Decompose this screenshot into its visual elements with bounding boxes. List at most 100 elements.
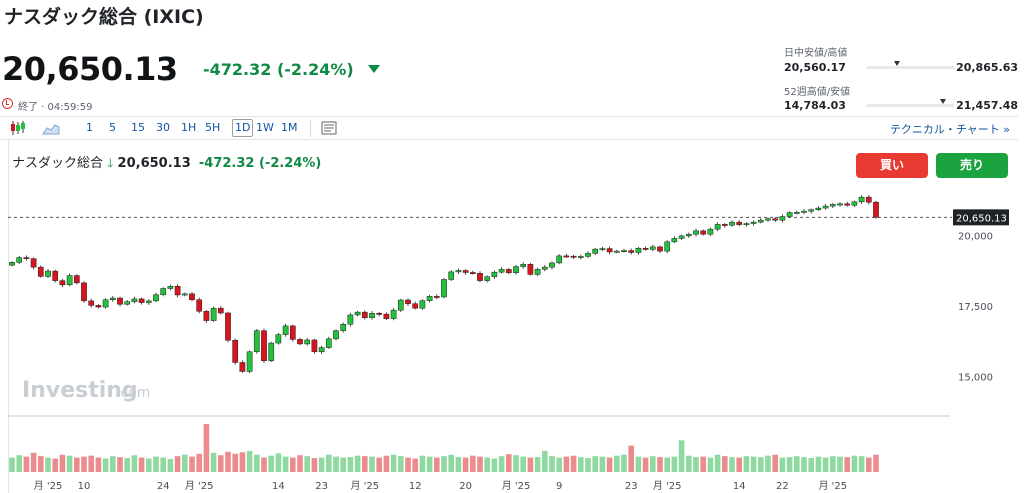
candle	[700, 230, 707, 235]
candle	[707, 228, 714, 235]
candle	[88, 300, 95, 306]
timeframe-1h[interactable]: 1H	[181, 121, 197, 134]
volume-bar	[794, 456, 800, 472]
candle	[340, 323, 347, 331]
timeframe-1w[interactable]: 1W	[256, 121, 274, 134]
candle	[628, 250, 635, 253]
candle	[541, 266, 548, 270]
y-tick-label: 17,500	[958, 302, 993, 313]
candle	[873, 201, 879, 218]
indicator-icon[interactable]	[320, 120, 338, 136]
candle	[174, 286, 181, 296]
clock-icon	[2, 98, 13, 109]
area-chart-icon[interactable]	[42, 120, 60, 136]
volume-bar	[534, 457, 541, 472]
volume-bar	[160, 457, 166, 472]
volume-bar	[52, 458, 58, 472]
timeframe-1m[interactable]: 1M	[281, 121, 298, 134]
timeframe-1[interactable]: 1	[86, 121, 93, 134]
candle	[253, 330, 260, 353]
volume-bar	[261, 457, 267, 472]
candle	[397, 299, 404, 311]
volume-bar	[765, 455, 771, 472]
candle	[743, 223, 750, 225]
volume-bar	[462, 457, 469, 472]
candle	[786, 212, 793, 217]
day-range-label: 日中安値/高値	[784, 48, 848, 59]
x-tick-label: 月 '25	[34, 480, 63, 492]
candle	[448, 271, 455, 280]
x-tick-label: 9	[556, 481, 562, 492]
volume-bar	[592, 456, 598, 472]
volume-bar	[729, 457, 735, 472]
candle	[505, 269, 512, 273]
volume-bar	[801, 457, 807, 472]
volume-bar	[405, 457, 411, 472]
volume-bar	[477, 456, 483, 472]
volume-bar	[16, 455, 22, 472]
timeframe-15[interactable]: 15	[131, 121, 145, 134]
y-tick-label: 20,000	[958, 232, 993, 243]
candle	[693, 230, 699, 235]
volume-bar	[700, 456, 706, 472]
timeframe-30[interactable]: 30	[156, 121, 170, 134]
volume-bar	[426, 456, 433, 472]
candle	[599, 248, 606, 251]
volume-bar	[362, 456, 368, 472]
candle	[102, 299, 109, 308]
x-tick-label: 月 '25	[502, 480, 531, 492]
volume-bar	[498, 456, 505, 472]
candle	[311, 339, 318, 353]
volume-bar	[66, 455, 73, 472]
candle	[131, 298, 138, 302]
candle	[606, 248, 613, 253]
candle	[678, 235, 685, 239]
candle	[23, 257, 30, 260]
timeframe-1d[interactable]: 1D	[232, 119, 254, 137]
volume-bar	[642, 457, 649, 472]
x-tick-label: 月 '25	[653, 480, 682, 492]
timeframe-5h[interactable]: 5H	[205, 121, 221, 134]
volume-bar	[484, 457, 490, 472]
volume-bar	[390, 454, 397, 472]
candle	[419, 300, 426, 309]
volume-bar	[383, 455, 390, 472]
candle	[138, 298, 145, 303]
x-tick-label: 24	[157, 481, 170, 492]
candle	[455, 270, 462, 273]
volume-bar	[131, 455, 138, 472]
candle	[837, 203, 843, 206]
candle	[484, 276, 491, 281]
candle	[189, 293, 195, 300]
candle	[721, 224, 728, 226]
volume-bar	[448, 454, 454, 472]
timeframe-5[interactable]: 5	[109, 121, 116, 134]
x-tick-label: 23	[315, 481, 328, 492]
candle	[714, 224, 721, 230]
x-tick-label: 20	[459, 481, 472, 492]
volume-bar	[290, 457, 296, 472]
candlestick-icon[interactable]	[9, 120, 27, 136]
volume-bar	[95, 457, 102, 472]
candle	[376, 313, 383, 315]
sell-button[interactable]: 売り	[936, 153, 1008, 178]
volume-bar	[707, 457, 714, 472]
x-tick-label: 22	[776, 481, 789, 492]
candle	[181, 293, 188, 296]
candle	[513, 266, 519, 273]
volume-bar	[304, 456, 310, 472]
candle	[325, 338, 332, 348]
volume-bar	[837, 456, 843, 472]
volume-bar	[232, 453, 238, 472]
candle	[95, 305, 102, 308]
week52-range-bar	[866, 99, 954, 107]
volume-bar	[225, 451, 231, 472]
candle	[649, 246, 656, 250]
candle	[282, 325, 289, 335]
buy-button[interactable]: 買い	[856, 153, 928, 178]
volume-bar	[678, 440, 685, 472]
technical-chart-link[interactable]: テクニカル・チャート »	[889, 123, 1010, 136]
volume-bar	[354, 455, 361, 472]
candle	[729, 221, 735, 226]
